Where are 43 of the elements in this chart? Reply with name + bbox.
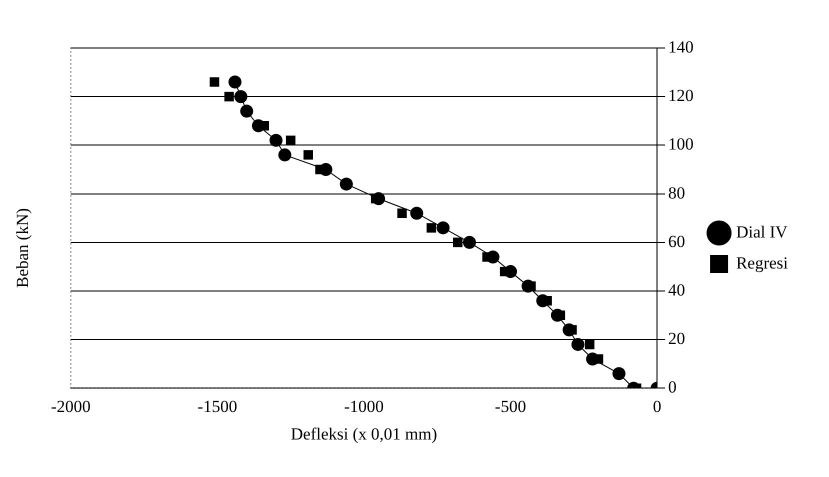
legend-label: Dial IV <box>736 222 788 242</box>
y-tick-label: 140 <box>668 37 694 56</box>
y-tick-label: 80 <box>668 183 686 202</box>
point <box>270 134 283 147</box>
point <box>410 206 424 220</box>
point <box>210 77 220 87</box>
y-tick-label: 0 <box>668 378 677 397</box>
point <box>224 92 234 102</box>
y-axis-title: Beban (kN) <box>13 208 33 288</box>
point <box>252 119 265 132</box>
point <box>278 148 292 162</box>
y-tick-label: 100 <box>668 134 694 154</box>
x-tick-label: 0 <box>652 396 662 416</box>
x-tick-label: -2000 <box>50 396 91 416</box>
point <box>234 90 248 104</box>
x-tick-label: -1500 <box>198 396 238 416</box>
point <box>462 236 476 249</box>
x-axis-title: Defleksi (x 0,01 mm) <box>290 424 438 444</box>
point <box>536 294 550 308</box>
x-tick-label: -1000 <box>344 396 384 416</box>
y-tick-label: 60 <box>668 232 686 251</box>
point <box>522 280 535 293</box>
point <box>586 352 600 366</box>
point <box>453 238 462 248</box>
point <box>372 192 386 206</box>
point <box>486 250 500 264</box>
point <box>286 136 296 146</box>
point <box>397 208 407 218</box>
point <box>504 265 518 278</box>
y-tick-label: 120 <box>668 86 694 106</box>
x-tick-label: -500 <box>494 396 526 416</box>
point <box>571 338 584 351</box>
point <box>584 340 594 350</box>
legend-label: Regresi <box>736 253 788 272</box>
point <box>436 221 450 234</box>
point <box>319 163 332 176</box>
y-tick-label: 40 <box>668 280 686 300</box>
point <box>562 323 576 336</box>
y-tick-label: 20 <box>668 329 686 348</box>
point <box>304 150 313 160</box>
point <box>550 308 564 322</box>
point <box>426 223 436 233</box>
point <box>228 76 242 89</box>
